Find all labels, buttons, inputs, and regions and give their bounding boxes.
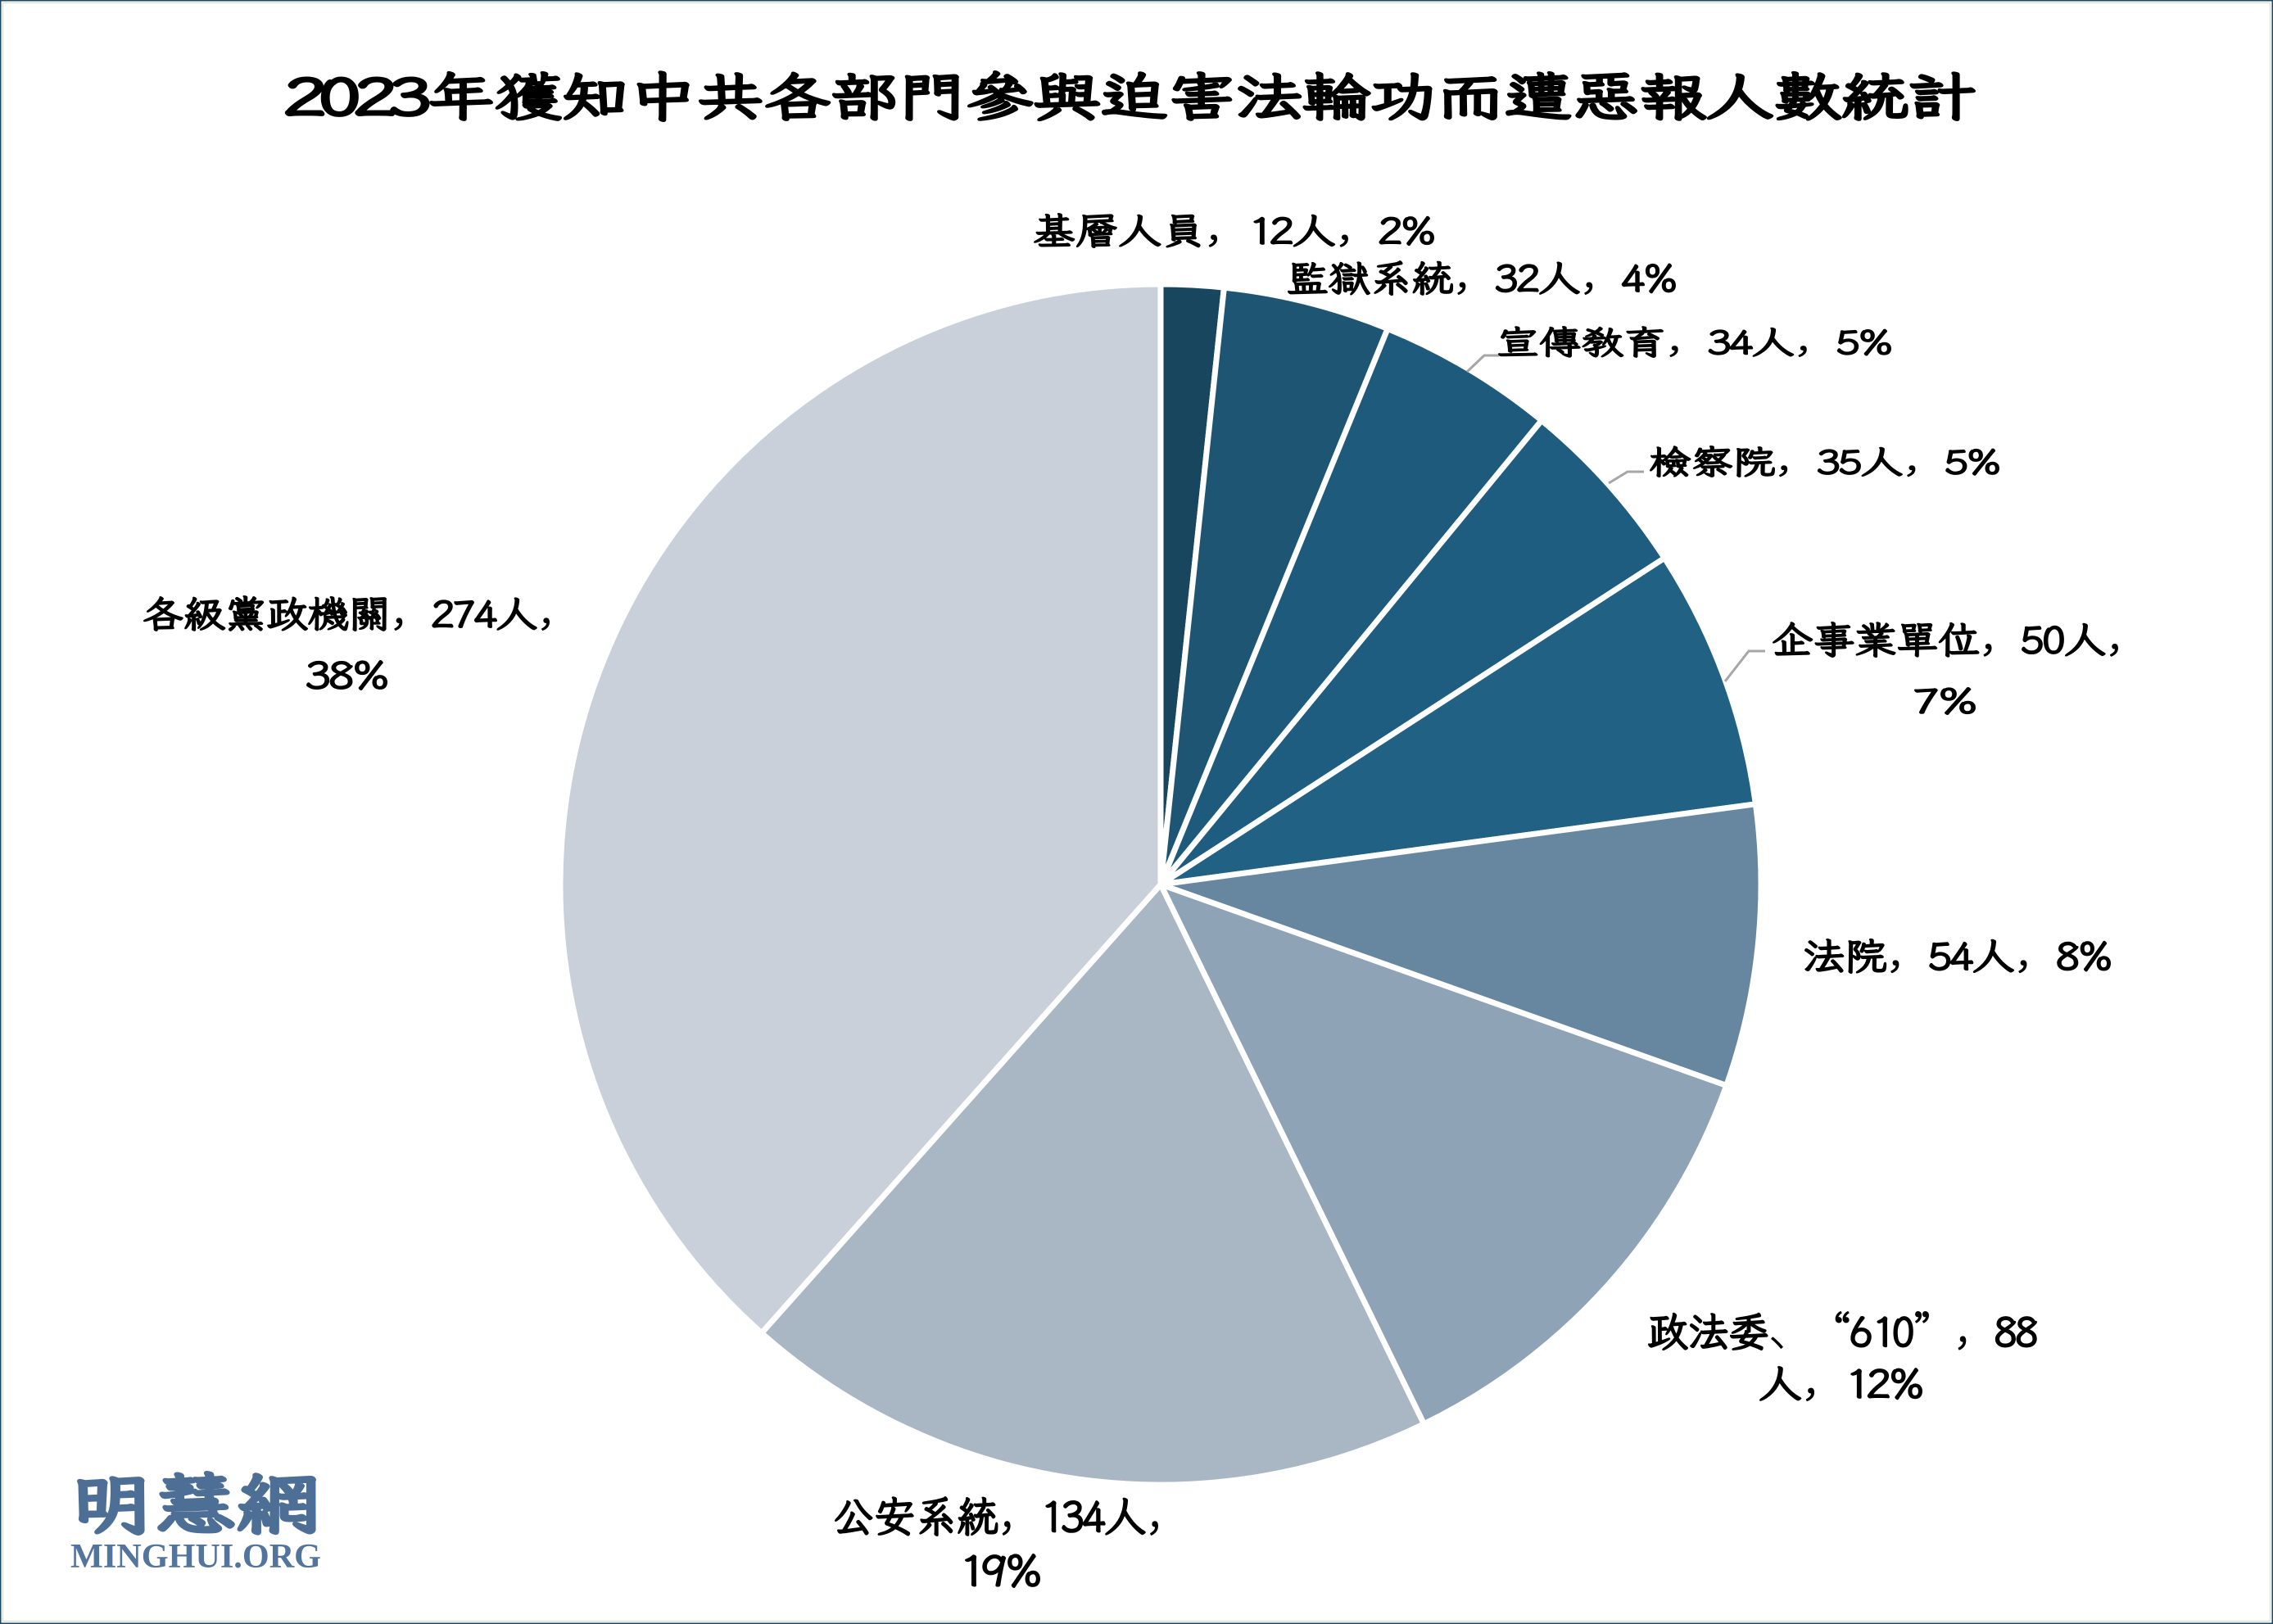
svg-text:MINGHUI.ORG: MINGHUI.ORG [70,1538,321,1576]
